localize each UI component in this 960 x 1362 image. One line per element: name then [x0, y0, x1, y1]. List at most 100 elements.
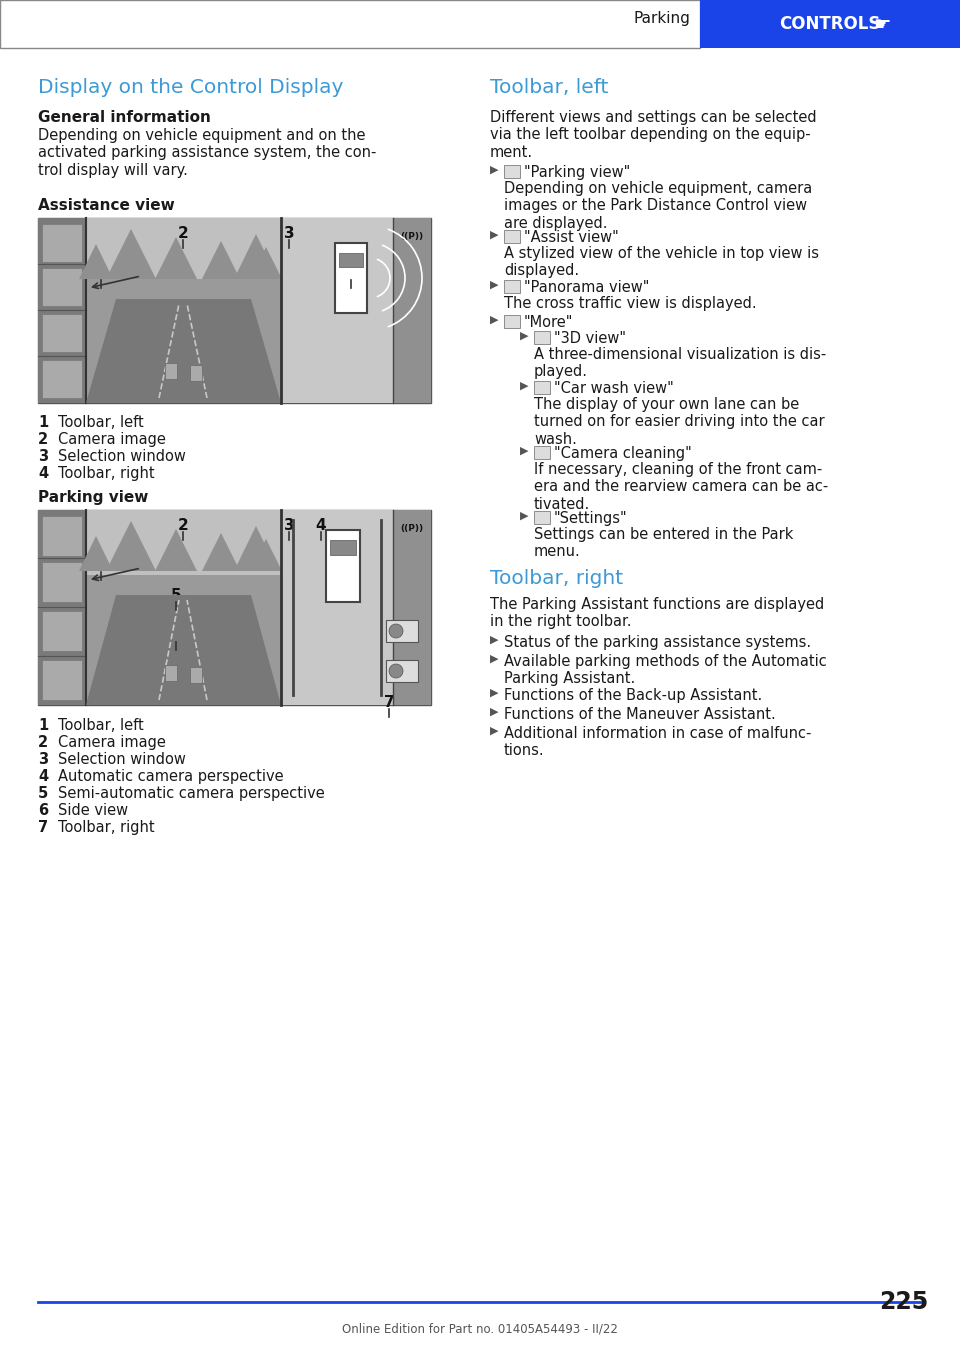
Text: ▦: ▦	[58, 674, 66, 684]
Bar	[38, 218, 431, 403]
Bar	[42, 223, 82, 262]
Bar	[190, 365, 202, 381]
Text: ▶: ▶	[490, 315, 498, 326]
Text: Semi-automatic camera perspective: Semi-automatic camera perspective	[58, 786, 324, 801]
Bar	[335, 242, 367, 313]
Text: 1: 1	[38, 415, 48, 430]
Text: Camera image: Camera image	[58, 432, 166, 447]
Bar	[42, 360, 82, 398]
Text: 4: 4	[346, 266, 356, 281]
Text: Display on the Control Display: Display on the Control Display	[38, 78, 344, 97]
Text: "Settings": "Settings"	[554, 511, 628, 526]
Bar	[165, 665, 177, 681]
Text: ▶: ▶	[520, 331, 529, 340]
Text: ⊏⊐: ⊏⊐	[54, 327, 70, 336]
Bar	[42, 612, 82, 651]
Text: ·§·: ·§·	[56, 530, 68, 539]
Text: ▶: ▶	[520, 511, 529, 522]
Text: "More": "More"	[524, 315, 573, 330]
Bar	[86, 509, 281, 706]
Bar	[165, 364, 177, 379]
Text: Settings can be entered in the Park
menu.: Settings can be entered in the Park menu…	[534, 527, 793, 560]
Text: 2: 2	[38, 735, 48, 750]
Text: Online Edition for Part no. 01405A54493 - II/22: Online Edition for Part no. 01405A54493 …	[342, 1323, 618, 1335]
Polygon shape	[234, 526, 278, 571]
Text: 6: 6	[171, 628, 181, 643]
Text: ▦: ▦	[58, 373, 66, 383]
Text: ▶: ▶	[520, 381, 529, 391]
Bar	[38, 509, 86, 706]
Polygon shape	[250, 247, 282, 279]
Bar	[42, 516, 82, 556]
Text: 3: 3	[38, 752, 48, 767]
Text: Toolbar, left: Toolbar, left	[490, 78, 609, 97]
Text: 2: 2	[38, 432, 48, 447]
Text: The cross traffic view is displayed.: The cross traffic view is displayed.	[504, 296, 756, 311]
Bar	[393, 218, 431, 403]
Text: Assistance view: Assistance view	[38, 197, 175, 212]
Bar	[534, 331, 550, 345]
Bar	[504, 315, 520, 328]
Bar	[386, 661, 418, 682]
Bar	[42, 268, 82, 306]
Bar	[700, 0, 960, 48]
Text: ▶: ▶	[490, 635, 498, 646]
Bar	[393, 509, 431, 706]
Text: ▶: ▶	[490, 230, 498, 240]
Text: Toolbar, right: Toolbar, right	[490, 569, 623, 588]
Text: "Camera cleaning": "Camera cleaning"	[554, 445, 692, 460]
Text: 3: 3	[38, 449, 48, 464]
Text: Selection window: Selection window	[58, 752, 186, 767]
Polygon shape	[250, 539, 282, 571]
Bar	[38, 509, 431, 706]
Bar	[38, 218, 86, 403]
Polygon shape	[202, 241, 240, 279]
Text: Automatic camera perspective: Automatic camera perspective	[58, 770, 283, 785]
Bar	[504, 165, 520, 178]
Bar	[281, 509, 431, 706]
Bar	[86, 218, 281, 279]
Text: 7: 7	[38, 820, 48, 835]
Text: Toolbar, right: Toolbar, right	[58, 820, 155, 835]
Circle shape	[389, 624, 403, 637]
Text: Parking view: Parking view	[38, 490, 149, 505]
Text: The Parking Assistant functions are displayed
in the right toolbar.: The Parking Assistant functions are disp…	[490, 597, 825, 629]
Bar	[0, 0, 700, 48]
Text: P: P	[59, 281, 65, 291]
Text: Parking: Parking	[634, 11, 690, 26]
Bar	[534, 511, 550, 524]
Text: Toolbar, left: Toolbar, left	[58, 718, 144, 733]
Text: 6: 6	[38, 804, 48, 819]
Text: P: P	[59, 576, 65, 586]
Text: CONTROLS: CONTROLS	[780, 15, 880, 33]
Bar	[386, 620, 418, 642]
Text: ▶: ▶	[490, 707, 498, 716]
Bar	[504, 230, 520, 242]
Text: ·§·: ·§·	[56, 237, 68, 247]
Text: Different views and settings can be selected
via the left toolbar depending on t: Different views and settings can be sele…	[490, 110, 817, 159]
Bar	[326, 530, 360, 602]
Text: ☛: ☛	[874, 15, 891, 34]
Text: 3: 3	[284, 226, 295, 241]
Text: 7: 7	[384, 695, 395, 710]
Polygon shape	[86, 300, 281, 403]
Bar	[534, 445, 550, 459]
Polygon shape	[202, 533, 240, 571]
Text: A stylized view of the vehicle in top view is
displayed.: A stylized view of the vehicle in top vi…	[504, 247, 819, 278]
Text: Functions of the Back-up Assistant.: Functions of the Back-up Assistant.	[504, 688, 762, 703]
Text: ⊏⊐: ⊏⊐	[54, 625, 70, 635]
Text: ((P)): ((P))	[400, 232, 423, 241]
Bar	[330, 539, 356, 554]
Polygon shape	[86, 595, 281, 706]
Bar	[339, 253, 363, 267]
Text: Status of the parking assistance systems.: Status of the parking assistance systems…	[504, 635, 811, 650]
Text: 225: 225	[878, 1290, 928, 1314]
Text: ▶: ▶	[490, 281, 498, 290]
Text: Side view: Side view	[58, 804, 128, 819]
Text: ▶: ▶	[490, 654, 498, 665]
Text: "Parking view": "Parking view"	[524, 165, 631, 180]
Text: Depending on vehicle equipment and on the
activated parking assistance system, t: Depending on vehicle equipment and on th…	[38, 128, 376, 178]
Bar	[42, 315, 82, 351]
Text: ((P)): ((P))	[400, 524, 423, 533]
Text: 2: 2	[178, 226, 188, 241]
